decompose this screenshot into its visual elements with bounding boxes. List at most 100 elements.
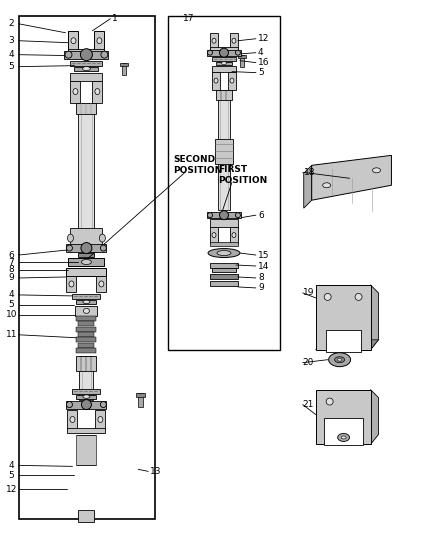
Bar (138, 393, 143, 407)
Bar (77, 327, 96, 332)
Bar (75, 306, 97, 316)
Text: 20: 20 (303, 358, 314, 367)
Bar (230, 227, 238, 243)
Ellipse shape (208, 248, 240, 257)
Bar (77, 337, 96, 342)
Ellipse shape (73, 88, 78, 94)
Bar (210, 219, 238, 227)
Bar (78, 332, 95, 337)
Bar (96, 276, 106, 292)
Bar (228, 71, 236, 90)
Bar (19, 16, 155, 519)
Text: 18: 18 (304, 168, 315, 177)
Text: 6: 6 (258, 211, 264, 220)
Bar (67, 276, 77, 292)
Bar (210, 33, 218, 49)
Text: 5: 5 (258, 68, 264, 77)
Ellipse shape (99, 281, 104, 287)
Bar (68, 258, 104, 266)
Text: 8: 8 (9, 265, 14, 274)
Ellipse shape (222, 62, 226, 64)
Bar (92, 80, 102, 102)
Bar (71, 72, 102, 80)
Polygon shape (371, 390, 378, 445)
Bar (77, 435, 96, 465)
Ellipse shape (232, 38, 236, 43)
Ellipse shape (208, 213, 212, 217)
Text: 21: 21 (303, 400, 314, 409)
Ellipse shape (232, 232, 236, 238)
Text: 15: 15 (258, 251, 269, 260)
Text: 5: 5 (9, 301, 14, 309)
Bar (67, 409, 78, 430)
Bar (210, 263, 238, 268)
Ellipse shape (214, 78, 218, 83)
Ellipse shape (81, 49, 92, 61)
Bar (215, 140, 233, 164)
Bar (230, 33, 238, 49)
Text: 11: 11 (6, 330, 17, 340)
Ellipse shape (212, 232, 216, 238)
Bar (120, 63, 128, 66)
Text: 5: 5 (9, 471, 14, 480)
Text: 19: 19 (303, 288, 314, 297)
Bar (218, 90, 230, 210)
Ellipse shape (65, 51, 72, 58)
Bar (78, 253, 95, 257)
Bar (216, 90, 232, 100)
Ellipse shape (100, 401, 106, 408)
Text: 9: 9 (9, 273, 14, 282)
Bar (78, 321, 95, 326)
Bar (238, 55, 246, 58)
Polygon shape (316, 340, 378, 350)
Bar (326, 330, 360, 352)
Ellipse shape (95, 88, 100, 94)
Text: 9: 9 (258, 284, 264, 293)
Bar (240, 55, 244, 67)
Bar (210, 47, 238, 52)
Ellipse shape (100, 245, 106, 251)
Text: 17: 17 (183, 14, 194, 23)
Bar (78, 343, 95, 348)
Ellipse shape (97, 38, 102, 44)
Bar (67, 268, 106, 276)
Ellipse shape (67, 401, 72, 408)
Ellipse shape (355, 293, 362, 301)
Bar (77, 300, 96, 304)
Text: 13: 13 (150, 467, 162, 476)
Ellipse shape (99, 234, 106, 242)
Text: 2: 2 (9, 19, 14, 28)
Bar (72, 389, 100, 393)
Ellipse shape (69, 281, 74, 287)
Ellipse shape (71, 38, 76, 44)
Bar (207, 50, 241, 55)
Ellipse shape (338, 433, 350, 441)
Text: 4: 4 (9, 50, 14, 59)
Bar (212, 268, 236, 272)
Text: 1: 1 (112, 14, 118, 23)
Bar (95, 409, 106, 430)
Bar (210, 242, 238, 246)
Text: 5: 5 (9, 62, 14, 71)
Text: 6: 6 (9, 251, 14, 260)
Ellipse shape (372, 168, 381, 173)
Ellipse shape (341, 436, 346, 439)
Ellipse shape (212, 38, 216, 43)
Bar (71, 61, 102, 66)
Bar (78, 102, 95, 245)
Ellipse shape (101, 51, 108, 58)
Bar (77, 356, 96, 370)
Bar (77, 102, 96, 115)
Ellipse shape (83, 395, 90, 398)
Text: 3: 3 (9, 36, 14, 45)
Bar (68, 31, 78, 51)
Ellipse shape (217, 251, 231, 255)
Bar (324, 417, 363, 446)
Bar (77, 316, 96, 321)
Text: SECOND
POSITION: SECOND POSITION (173, 155, 223, 175)
Ellipse shape (338, 358, 342, 361)
Polygon shape (304, 165, 312, 208)
Ellipse shape (83, 300, 90, 304)
Bar (316, 285, 371, 350)
Bar (72, 294, 100, 299)
